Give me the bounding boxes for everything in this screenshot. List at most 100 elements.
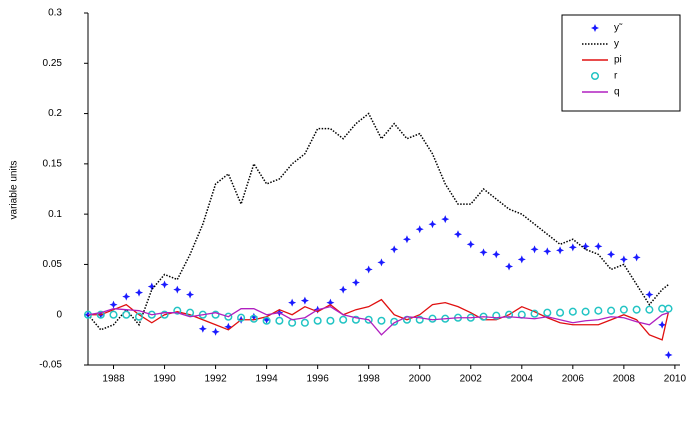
circle-marker bbox=[658, 304, 667, 313]
circle-marker bbox=[326, 316, 335, 325]
circle-marker bbox=[594, 306, 603, 315]
circle-marker bbox=[237, 313, 246, 322]
series-line bbox=[87, 305, 669, 336]
star-marker bbox=[224, 322, 233, 331]
x-tick-label: 2002 bbox=[460, 374, 483, 385]
x-tick-label: 2004 bbox=[511, 374, 534, 385]
star-marker bbox=[326, 298, 335, 307]
star-marker bbox=[479, 248, 488, 257]
circle-marker bbox=[377, 316, 386, 325]
star-marker bbox=[122, 292, 131, 301]
x-tick-label: 2008 bbox=[613, 374, 636, 385]
star-marker bbox=[262, 315, 271, 324]
y-tick-label: 0.25 bbox=[43, 58, 63, 69]
star-marker bbox=[300, 296, 309, 305]
circle-marker bbox=[568, 307, 577, 316]
circle-marker bbox=[224, 312, 233, 321]
circle-marker bbox=[351, 315, 360, 324]
star-marker bbox=[390, 245, 399, 254]
star-marker bbox=[568, 243, 577, 252]
circle-marker bbox=[556, 308, 565, 317]
star-marker bbox=[211, 327, 220, 336]
star-marker bbox=[632, 253, 641, 262]
star-marker bbox=[530, 245, 539, 254]
legend-label: q bbox=[614, 87, 620, 98]
x-tick-label: 1998 bbox=[358, 374, 381, 385]
legend-marker bbox=[591, 24, 599, 32]
star-marker bbox=[147, 282, 156, 291]
circle-marker bbox=[645, 305, 654, 314]
circle-marker bbox=[249, 314, 258, 323]
circle-marker bbox=[300, 318, 309, 327]
x-tick-label: 1994 bbox=[255, 374, 278, 385]
circle-marker bbox=[96, 310, 105, 319]
circle-marker bbox=[288, 318, 297, 327]
y-tick-label: 0.05 bbox=[43, 259, 63, 270]
star-marker bbox=[543, 247, 552, 256]
series-line bbox=[87, 112, 669, 331]
x-tick-label: 1990 bbox=[153, 374, 176, 385]
circle-marker bbox=[109, 310, 118, 319]
circle-marker bbox=[415, 315, 424, 324]
circle-marker bbox=[543, 308, 552, 317]
y-tick-label: 0 bbox=[56, 309, 62, 320]
circle-marker bbox=[173, 306, 182, 315]
star-marker bbox=[198, 324, 207, 333]
circle-marker bbox=[619, 305, 628, 314]
circle-marker bbox=[607, 306, 616, 315]
legend-label: pi bbox=[614, 55, 622, 66]
x-tick-label: 2000 bbox=[409, 374, 432, 385]
x-tick-label: 2006 bbox=[562, 374, 585, 385]
y-tick-label: 0.3 bbox=[48, 8, 62, 19]
star-marker bbox=[428, 220, 437, 229]
star-marker bbox=[109, 300, 118, 309]
star-marker bbox=[415, 225, 424, 234]
x-tick-label: 1992 bbox=[204, 374, 227, 385]
star-marker bbox=[556, 246, 565, 255]
circle-marker bbox=[134, 312, 144, 321]
star-marker bbox=[664, 350, 673, 359]
x-tick-label: 1988 bbox=[102, 374, 125, 385]
star-marker bbox=[173, 285, 182, 294]
star-marker bbox=[288, 298, 297, 307]
series-line bbox=[88, 298, 670, 341]
circle-marker bbox=[632, 305, 641, 314]
circle-marker bbox=[313, 316, 322, 325]
circle-marker bbox=[211, 310, 220, 319]
star-marker bbox=[186, 290, 195, 299]
legend: y˜ y pi rq bbox=[561, 14, 681, 112]
y-axis-label: variable units bbox=[9, 161, 20, 220]
y-tick-label: 0.1 bbox=[48, 209, 62, 220]
star-marker bbox=[441, 215, 450, 224]
star-marker bbox=[135, 288, 144, 297]
y-tick-label: -0.05 bbox=[39, 360, 62, 371]
x-tick-label: 2010 bbox=[664, 374, 687, 385]
star-marker bbox=[454, 230, 462, 239]
circle-marker bbox=[186, 308, 195, 317]
circle-marker bbox=[339, 315, 348, 324]
legend-label: y bbox=[614, 39, 619, 50]
circle-marker bbox=[504, 310, 514, 319]
legend-marker bbox=[590, 71, 600, 81]
star-marker bbox=[594, 242, 603, 251]
y-tick-label: 0.15 bbox=[43, 158, 63, 169]
legend-label: y˜ bbox=[614, 23, 623, 34]
star-marker bbox=[364, 265, 373, 274]
star-marker bbox=[351, 278, 360, 287]
star-marker bbox=[492, 250, 501, 259]
circle-marker bbox=[275, 316, 284, 325]
circle-marker bbox=[262, 316, 271, 325]
circle-marker bbox=[122, 310, 131, 319]
star-marker bbox=[339, 285, 348, 294]
star-marker bbox=[402, 235, 411, 244]
star-marker bbox=[619, 255, 628, 264]
legend-box bbox=[561, 14, 681, 112]
star-marker bbox=[517, 255, 526, 264]
star-marker bbox=[249, 312, 258, 321]
x-tick-label: 1996 bbox=[307, 374, 330, 385]
star-marker bbox=[607, 250, 616, 259]
circle-marker bbox=[530, 309, 539, 318]
legend-label: r bbox=[614, 71, 618, 82]
circle-marker bbox=[492, 311, 501, 320]
